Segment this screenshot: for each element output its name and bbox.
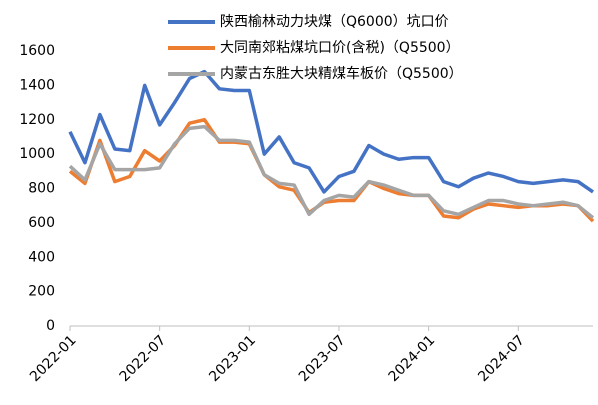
y-tick-label: 600: [28, 215, 55, 231]
x-tick-label: 2023-07: [296, 332, 349, 385]
y-tick-label: 1600: [19, 43, 55, 59]
series-line: [68, 118, 595, 223]
legend-label: 大同南郊粘煤坑口价(含税)（Q5500）: [220, 39, 460, 56]
y-tick-label: 200: [28, 284, 55, 300]
y-tick-label: 800: [28, 181, 55, 197]
legend-label: 陕西榆林动力块煤（Q6000）坑口价: [220, 14, 449, 30]
y-tick-label: 1400: [19, 77, 55, 93]
x-tick-label: 2022-01: [27, 332, 80, 385]
x-tick-label: 2022-07: [117, 332, 170, 385]
y-tick-label: 1000: [19, 146, 55, 162]
legend-label: 内蒙古东胜大块精煤车板价（Q5500）: [220, 65, 463, 82]
series-line: [68, 124, 595, 220]
y-tick-label: 0: [46, 318, 55, 334]
x-tick-label: 2023-01: [206, 332, 259, 385]
x-tick-label: 2024-01: [386, 332, 439, 385]
y-tick-label: 400: [28, 249, 55, 265]
y-tick-label: 1200: [19, 112, 55, 128]
series-line: [68, 69, 594, 194]
x-tick-label: 2024-07: [475, 332, 528, 385]
